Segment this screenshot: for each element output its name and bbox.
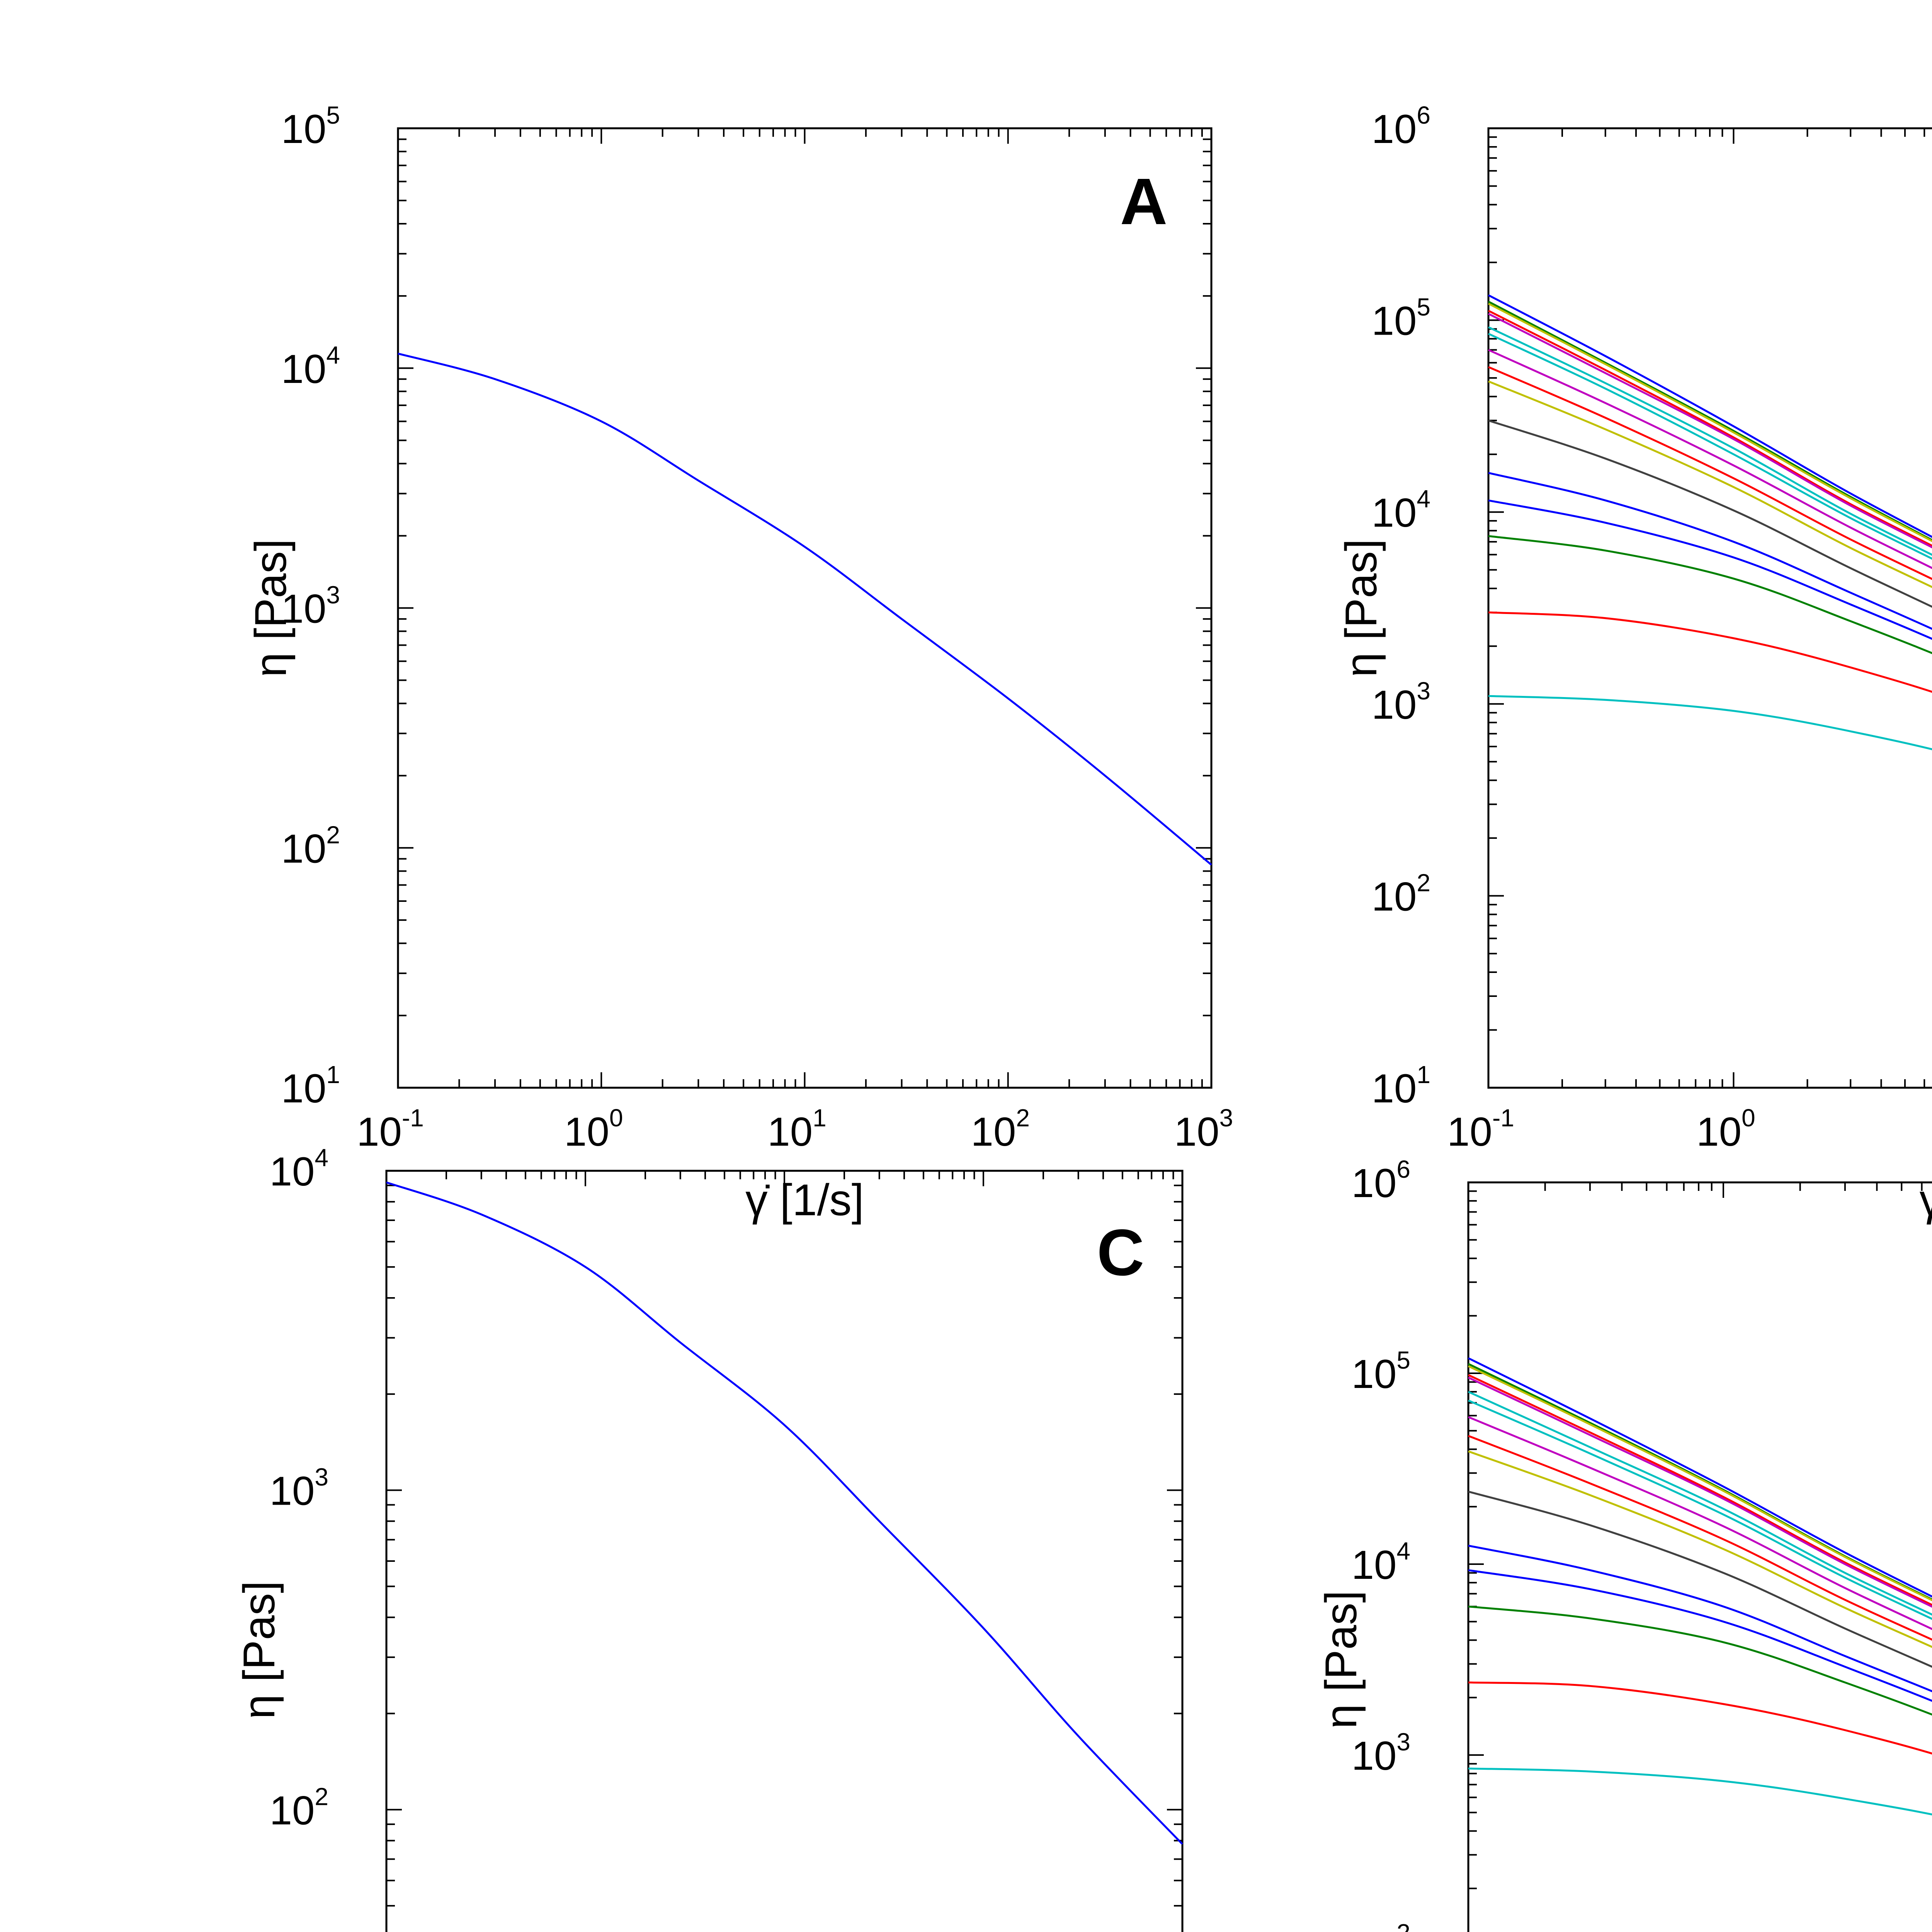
x-tick-label: 10-1 — [1447, 1104, 1514, 1155]
series-line-curve-9 — [1468, 1435, 1932, 1641]
y-tick-label: 103 — [1372, 677, 1430, 728]
axis-ticks — [397, 128, 1212, 1088]
y-tick-label: 103 — [270, 1463, 328, 1514]
axis-ticks — [386, 1170, 1183, 1907]
series-line-curve-1 — [1488, 294, 1932, 538]
y-tick-label: 104 — [270, 1144, 328, 1194]
y-tick-label: 105 — [1352, 1346, 1410, 1397]
series-line-curve-16 — [1488, 695, 1932, 750]
y-tick-label: 104 — [281, 341, 340, 392]
series-line-curve-4 — [1468, 1374, 1932, 1606]
series-line-curve-5 — [1468, 1376, 1932, 1608]
x-tick-label: 101 — [767, 1104, 826, 1155]
y-tick-label: 104 — [1372, 485, 1430, 536]
series-line-curve-11 — [1468, 1490, 1932, 1668]
series-line-curve-2 — [1468, 1363, 1932, 1600]
panel-label: A — [1120, 165, 1168, 238]
x-tick-label: 103 — [1174, 1104, 1233, 1155]
series-line-curve-6 — [1488, 326, 1932, 556]
y-tick-label: 106 — [1372, 101, 1430, 152]
y-tick-label: 102 — [1372, 869, 1430, 919]
plot-frame — [1467, 1181, 1932, 1932]
y-tick-label: 104 — [1352, 1537, 1410, 1588]
y-axis-label: η [Pas] — [1316, 1590, 1366, 1729]
series-group — [1468, 1357, 1932, 1816]
y-tick-label: 102 — [281, 821, 340, 871]
x-tick-label: 100 — [1696, 1104, 1755, 1155]
series-line-curve-14 — [1488, 535, 1932, 654]
axis-ticks — [1488, 128, 1925, 1088]
series-line-curve-3 — [1468, 1365, 1932, 1602]
y-tick-label: 103 — [1352, 1728, 1410, 1779]
series-line-curve-11 — [1488, 419, 1932, 608]
series-line-curve-14 — [1468, 1605, 1932, 1716]
series-group — [1488, 294, 1932, 750]
panel-label: C — [1097, 1216, 1145, 1289]
series-line-curve-13 — [1488, 499, 1932, 640]
y-tick-label: 106 — [1352, 1155, 1410, 1206]
y-tick-label: 105 — [1372, 293, 1430, 344]
series-line-curve-15 — [1488, 611, 1932, 693]
y-axis-label: η [Pas] — [1337, 539, 1386, 677]
x-axis-label: γ̇ [1/s] — [745, 1175, 864, 1225]
series-line-curve-15 — [1468, 1681, 1932, 1755]
series-line-curve-13 — [1468, 1569, 1932, 1702]
series-line-curve-1 — [1468, 1357, 1932, 1598]
x-tick-label: 102 — [971, 1104, 1030, 1155]
series-line-curve-2 — [1488, 301, 1932, 541]
y-tick-label: 102 — [270, 1782, 328, 1833]
series-line-curve-1 — [398, 352, 1212, 866]
series-line-curve-10 — [1468, 1450, 1932, 1648]
series-line-curve-16 — [1468, 1767, 1932, 1816]
series-line-curve-8 — [1468, 1416, 1932, 1630]
series-line-curve-4 — [1488, 310, 1932, 547]
series-line-curve-1 — [386, 1181, 1183, 1845]
series-line-curve-3 — [1488, 303, 1932, 542]
series-group — [386, 1181, 1183, 1845]
x-tick-label: 100 — [564, 1104, 623, 1155]
series-line-curve-8 — [1488, 349, 1932, 569]
y-axis-label: η [Pas] — [235, 1581, 284, 1719]
axis-ticks — [1468, 1182, 1923, 1889]
series-line-curve-9 — [1488, 366, 1932, 580]
series-line-curve-6 — [1468, 1391, 1932, 1616]
y-tick-label: 101 — [1372, 1061, 1430, 1111]
plot-frame — [1487, 127, 1932, 1089]
series-line-curve-10 — [1488, 380, 1932, 588]
series-line-curve-12 — [1488, 472, 1932, 630]
y-tick-label: 101 — [281, 1061, 340, 1111]
series-line-curve-7 — [1488, 333, 1932, 560]
series-line-curve-7 — [1468, 1400, 1932, 1620]
y-tick-label: 103 — [281, 581, 340, 632]
x-tick-label: 10-1 — [357, 1104, 424, 1155]
y-tick-label: 105 — [281, 101, 340, 152]
series-line-curve-5 — [1488, 313, 1932, 549]
y-tick-label: 102 — [1352, 1919, 1410, 1932]
series-group — [398, 352, 1212, 866]
y-axis-label: η [Pas] — [246, 539, 296, 677]
series-line-curve-12 — [1468, 1544, 1932, 1692]
